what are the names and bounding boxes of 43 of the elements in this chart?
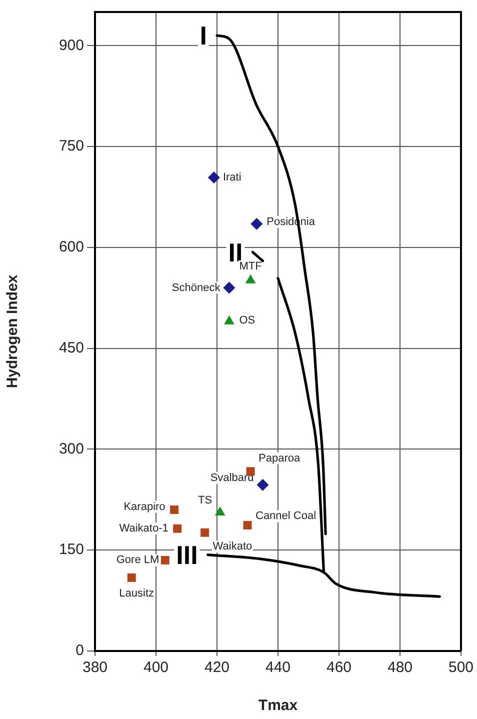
x-tick-label: 380 <box>82 659 108 676</box>
annotation: Paparoa <box>258 452 302 464</box>
y-tick-label: 450 <box>58 339 84 356</box>
x-tick-label: 400 <box>143 659 169 676</box>
point <box>223 282 236 294</box>
y-tick-label: 750 <box>58 138 84 155</box>
x-tick-label: 460 <box>326 659 352 676</box>
annotation: Karapiro <box>124 500 166 513</box>
annotation: OS <box>239 314 256 326</box>
point <box>160 556 170 564</box>
point <box>127 573 136 582</box>
annotation: TS <box>198 494 212 506</box>
y-tick-label: 0 <box>76 642 84 660</box>
x-axis-title: Tmax <box>258 697 298 714</box>
point <box>170 506 179 514</box>
point <box>256 478 269 491</box>
y-tick-label: 900 <box>58 36 84 54</box>
point <box>224 315 234 324</box>
point <box>245 274 256 284</box>
point <box>243 520 252 530</box>
point <box>214 506 226 516</box>
annotation: Irati <box>222 172 242 184</box>
annotation: Cannel Coal <box>256 510 316 522</box>
x-tick-label: 500 <box>448 659 474 676</box>
annotation: Waikato <box>212 540 252 553</box>
point <box>173 524 182 533</box>
annotation: Gore LM <box>116 554 160 566</box>
point <box>250 218 263 230</box>
x-tick-label: 420 <box>204 659 230 676</box>
y-tick-label: 150 <box>58 541 84 558</box>
point <box>200 528 210 537</box>
y-tick-label: 300 <box>58 440 84 458</box>
x-tick-label: 480 <box>387 659 413 676</box>
annotation: III <box>176 540 198 570</box>
point <box>208 171 220 184</box>
annotation: Lausitz <box>119 588 154 600</box>
y-axis-title: Hydrogen Index <box>4 274 22 388</box>
annotation: Schöneck <box>172 282 221 294</box>
annotation: I <box>200 20 207 51</box>
annotation: Waikato-1 <box>119 522 168 535</box>
y-tick-label: 600 <box>58 238 84 256</box>
x-tick-label: 440 <box>265 659 291 676</box>
annotation: Svalbard <box>210 472 254 484</box>
